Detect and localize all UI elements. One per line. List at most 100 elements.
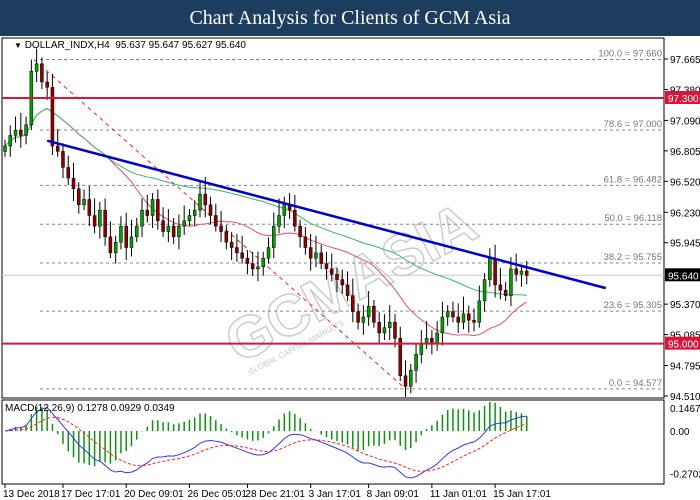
candle-body: [82, 199, 86, 206]
candle-body: [461, 313, 466, 323]
candle-body: [235, 247, 239, 254]
candle-body: [3, 145, 7, 152]
candle-body: [282, 204, 287, 216]
price-level-label: 95.000: [668, 340, 699, 351]
price-tick-label: 96.805: [670, 147, 700, 158]
candle-body: [55, 145, 60, 152]
candle-body: [98, 209, 102, 227]
candle-body: [372, 306, 376, 323]
candle-body: [445, 311, 450, 318]
price-tick-label: 94.795: [670, 362, 700, 373]
candle-body: [261, 257, 265, 268]
candle-body: [203, 193, 208, 206]
candle-body: [298, 225, 302, 238]
watermark-logo: GCMASIA: [215, 190, 487, 376]
candle-body: [272, 225, 276, 248]
price-tick-label: 96.230: [670, 208, 700, 219]
fib-level-label: 100.0 = 97.660: [598, 49, 662, 60]
descending-trendline: [46, 139, 607, 290]
candle-body: [182, 220, 186, 227]
candle-body: [135, 225, 139, 238]
price-tick-label: 97.090: [670, 116, 700, 127]
candle-body: [524, 270, 529, 276]
candle-body: [240, 252, 244, 259]
candle-body: [361, 316, 366, 323]
candle-body: [477, 300, 482, 323]
candle-body: [482, 279, 487, 302]
candle-body: [314, 252, 318, 259]
candle-body: [472, 319, 476, 323]
candle-body: [40, 63, 44, 83]
price-level-badge: [665, 336, 700, 350]
candle-body: [382, 327, 387, 334]
candle-body: [414, 354, 418, 371]
candle-body: [345, 284, 350, 296]
macd-tick-label: -0.2702: [670, 469, 700, 480]
macd-panel-frame: [1, 399, 665, 485]
candle-body: [377, 322, 381, 334]
candle-body: [503, 290, 508, 296]
symbol-info-text: DOLLAR_INDX,H4 95.637 95.647 95.627 95.6…: [24, 40, 246, 51]
candle-body: [156, 199, 160, 222]
candle-body: [150, 199, 155, 216]
macd-tick-label: 0.00: [670, 427, 690, 438]
time-tick-label: 26 Dec 05:01: [187, 489, 247, 500]
price-level-label: 97.300: [668, 94, 699, 105]
macd-tick-label: 0.1467: [670, 404, 700, 415]
candle-body: [66, 167, 70, 179]
candle-body: [119, 225, 123, 243]
candle-body: [519, 270, 524, 275]
moving-average-50: [4, 107, 527, 296]
time-tick-label: 3 Jan 17:01: [309, 489, 362, 500]
fib-level-label: 38.2 = 95.755: [604, 252, 662, 263]
candle-body: [245, 257, 250, 264]
fib-level-label: 78.6 = 97.000: [604, 119, 662, 130]
macd-line: [4, 407, 527, 479]
candle-body: [92, 215, 97, 227]
candle-body: [192, 209, 197, 216]
candle-body: [266, 247, 271, 259]
candle-body: [488, 257, 492, 280]
candle-body: [13, 129, 18, 136]
candle-body: [366, 306, 371, 318]
time-tick-label: 28 Dec 21:01: [245, 489, 305, 500]
candle-body: [61, 151, 65, 168]
symbol-info: ▼ DOLLAR_INDX,H4 95.637 95.647 95.627 95…: [14, 40, 246, 51]
candle-body: [256, 266, 260, 270]
macd-label: MACD(12,26,9) 0.1278 0.0929 0.0349: [5, 403, 175, 414]
page-title: Chart Analysis for Clients of GCM Asia: [0, 0, 700, 36]
candle-body: [166, 225, 171, 232]
candle-body: [514, 268, 518, 275]
time-tick-label: 17 Dec 17:01: [61, 489, 121, 500]
dropdown-arrow-icon[interactable]: ▼: [14, 41, 22, 50]
price-tick-label: 97.380: [670, 85, 700, 96]
main-panel-frame: [1, 37, 665, 399]
candle-body: [103, 209, 107, 238]
candle-body: [398, 338, 402, 376]
candle-body: [509, 268, 513, 296]
candle-body: [467, 313, 471, 321]
price-tick-label: 94.510: [670, 392, 700, 403]
candle-body: [124, 225, 128, 248]
candle-body: [277, 215, 281, 227]
candle-body: [19, 129, 23, 136]
candle-body: [456, 316, 460, 323]
price-tick-label: 95.370: [670, 300, 700, 311]
candle-body: [308, 247, 313, 259]
candle-body: [303, 236, 308, 248]
price-tick-label: 97.665: [670, 55, 700, 66]
candle-body: [71, 177, 76, 190]
candle-body: [419, 343, 424, 355]
candle-body: [324, 263, 329, 270]
fib-level-label: 61.8 = 96.482: [604, 174, 662, 185]
candle-body: [77, 188, 81, 206]
fib-level-label: 23.6 = 95.305: [604, 300, 662, 311]
price-tick-label: 96.520: [670, 177, 700, 188]
candle-body: [24, 124, 28, 136]
candle-body: [214, 215, 218, 227]
candle-body: [45, 81, 49, 88]
candle-body: [250, 263, 255, 270]
candle-body: [293, 209, 297, 227]
